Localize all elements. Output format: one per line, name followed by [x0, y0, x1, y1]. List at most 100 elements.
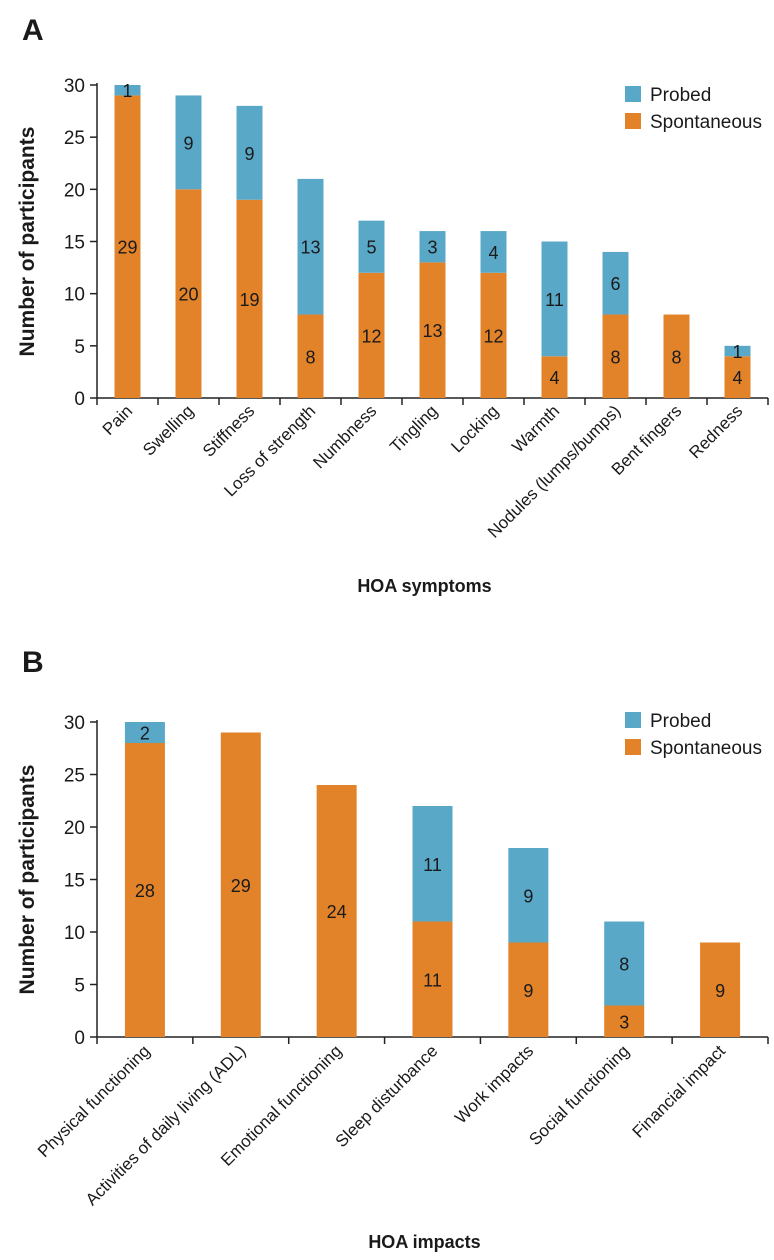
bar-probed [412, 806, 453, 922]
data-label-spontaneous: 20 [178, 285, 198, 305]
bar-spontaneous [602, 314, 629, 398]
data-label-spontaneous: 4 [549, 368, 559, 388]
bar-spontaneous [419, 262, 446, 398]
bar-probed [541, 241, 568, 357]
x-tick-label: Stiffness [199, 401, 258, 460]
y-tick-label: 0 [74, 389, 85, 410]
y-tick-label: 30 [64, 713, 85, 734]
y-tick-label: 20 [64, 180, 85, 201]
data-label-spontaneous: 8 [671, 347, 681, 367]
legend-swatch-probed [625, 712, 641, 728]
panel-letter: A [22, 14, 44, 47]
data-label-probed: 1 [732, 342, 742, 362]
bar-spontaneous [724, 356, 751, 398]
panel-letter: B [22, 646, 44, 679]
data-label-probed: 3 [427, 238, 437, 258]
bar-spontaneous [114, 95, 141, 398]
bar-spontaneous [480, 272, 507, 398]
bar-probed [358, 220, 385, 273]
y-tick-label: 15 [64, 233, 85, 254]
y-tick-label: 25 [64, 766, 85, 787]
bar-spontaneous [297, 314, 324, 398]
x-tick-label: Warmth [508, 401, 563, 456]
y-tick-label: 5 [74, 976, 85, 997]
data-label-spontaneous: 9 [715, 981, 725, 1001]
data-label-probed: 1 [122, 81, 132, 101]
legend-label-spontaneous: Spontaneous [650, 112, 762, 133]
bar-spontaneous [663, 314, 690, 398]
x-tick-label: Numbness [309, 401, 380, 472]
data-label-spontaneous: 19 [239, 290, 259, 310]
data-label-spontaneous: 9 [523, 981, 533, 1001]
y-tick-label: 15 [64, 871, 85, 892]
y-tick-label: 10 [64, 923, 85, 944]
bar-probed [604, 921, 645, 1006]
data-label-probed: 13 [300, 238, 320, 258]
bar-spontaneous [124, 743, 165, 1037]
y-tick-label: 25 [64, 128, 85, 149]
bar-spontaneous [508, 942, 549, 1037]
x-axis-label: HOA impacts [368, 1232, 480, 1252]
data-label-spontaneous: 12 [483, 326, 503, 346]
data-label-spontaneous: 29 [231, 876, 251, 896]
bar-probed [114, 85, 141, 96]
x-axis-label: HOA symptoms [357, 576, 491, 596]
y-tick-label: 30 [64, 76, 85, 97]
data-label-spontaneous: 8 [305, 347, 315, 367]
data-label-spontaneous: 12 [361, 326, 381, 346]
bar-probed [480, 231, 507, 273]
legend-label-probed: Probed [650, 85, 711, 106]
data-label-spontaneous: 28 [135, 881, 155, 901]
bar-probed [236, 105, 263, 200]
x-tick-label: Tingling [386, 401, 441, 456]
data-label-spontaneous: 8 [610, 347, 620, 367]
x-tick-label: Pain [99, 401, 136, 438]
data-label-probed: 11 [545, 290, 564, 310]
y-tick-label: 0 [74, 1028, 85, 1049]
y-tick-label: 20 [64, 818, 85, 839]
legend-swatch-probed [625, 86, 641, 102]
legend-label-spontaneous: Spontaneous [650, 738, 762, 759]
data-label-probed: 9 [244, 144, 254, 164]
bar-spontaneous [412, 921, 453, 1037]
bar-probed [508, 848, 549, 943]
x-tick-label: Social functioning [525, 1041, 633, 1149]
x-tick-label: Financial impact [629, 1041, 729, 1141]
data-label-probed: 9 [523, 886, 533, 906]
x-tick-label: Locking [447, 401, 502, 456]
x-tick-label: Sleep disturbance [332, 1041, 442, 1151]
bar-probed [602, 251, 629, 315]
bar-probed [175, 95, 202, 190]
bar-probed [297, 178, 324, 315]
y-tick-label: 5 [74, 337, 85, 358]
data-label-probed: 6 [610, 274, 620, 294]
data-label-probed: 4 [488, 243, 498, 263]
data-label-spontaneous: 29 [117, 238, 137, 258]
data-label-spontaneous: 13 [422, 321, 442, 341]
legend-label-probed: Probed [650, 711, 711, 732]
bar-probed [124, 722, 165, 743]
legend-swatch-spontaneous [625, 113, 641, 129]
data-label-spontaneous: 3 [619, 1012, 629, 1032]
bar-spontaneous [700, 942, 741, 1037]
data-label-probed: 9 [183, 133, 193, 153]
bar-spontaneous [358, 272, 385, 398]
data-label-spontaneous: 24 [327, 902, 347, 922]
bar-spontaneous [604, 1005, 645, 1037]
data-label-spontaneous: 4 [732, 368, 742, 388]
bar-spontaneous [236, 199, 263, 398]
data-label-probed: 2 [140, 724, 150, 744]
y-tick-label: 10 [64, 285, 85, 306]
legend-swatch-spontaneous [625, 739, 641, 755]
bar-probed [724, 345, 751, 357]
y-axis-label: Number of participants [16, 765, 39, 995]
bar-spontaneous [316, 785, 357, 1037]
x-tick-label: Work impacts [451, 1041, 537, 1127]
x-tick-label: Swelling [139, 401, 197, 459]
x-tick-label: Redness [685, 401, 746, 462]
y-axis-label: Number of participants [16, 127, 39, 357]
data-label-probed: 11 [423, 855, 442, 875]
bar-probed [419, 231, 446, 263]
